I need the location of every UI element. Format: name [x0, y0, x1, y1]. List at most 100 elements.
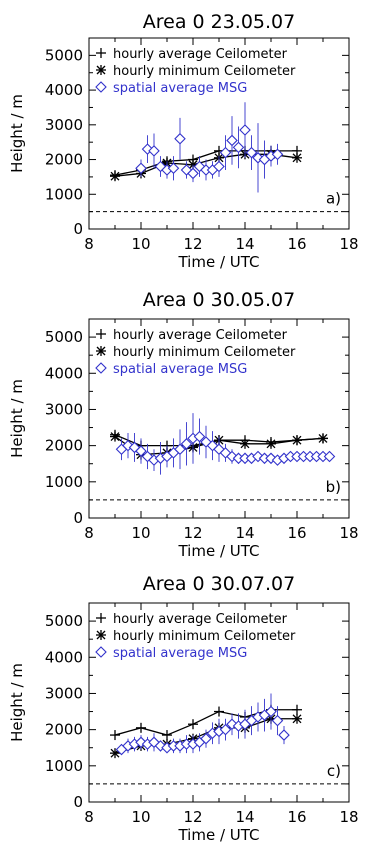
data-point	[271, 148, 284, 161]
x-tick-label: 10	[131, 235, 150, 253]
y-tick-label: 1000	[45, 185, 83, 203]
y-tick-label: 5000	[45, 46, 83, 64]
data-point	[265, 705, 277, 718]
y-tick-label: 4000	[45, 364, 83, 382]
x-tick-label: 18	[339, 235, 358, 253]
legend-marker	[96, 613, 106, 623]
legend-entry: hourly minimum Ceilometer	[113, 629, 296, 644]
x-tick-label: 18	[339, 524, 358, 542]
x-tick-label: 8	[84, 235, 94, 253]
legend-entry: hourly average Ceilometer	[113, 612, 288, 627]
data-point	[292, 713, 302, 724]
y-tick-label: 2000	[45, 721, 83, 739]
y-tick-label: 0	[73, 509, 83, 527]
data-point	[239, 124, 251, 136]
data-point	[318, 433, 328, 444]
data-point	[271, 714, 284, 727]
data-point	[193, 430, 206, 443]
data-point	[245, 146, 258, 159]
legend-marker	[95, 81, 107, 93]
data-point	[148, 145, 160, 157]
y-tick-label: 4000	[45, 81, 83, 99]
x-tick-label: 16	[287, 235, 306, 253]
data-point	[292, 704, 302, 715]
data-point	[174, 443, 186, 456]
y-tick-label: 1000	[45, 473, 83, 491]
legend-entry: spatial average MSG	[113, 646, 247, 661]
data-point	[219, 146, 232, 159]
series-diamond	[115, 693, 290, 756]
y-axis-label: Height / m	[8, 94, 26, 173]
x-tick-label: 12	[183, 524, 202, 542]
legend-entry: hourly minimum Ceilometer	[113, 345, 296, 360]
data-point	[292, 152, 302, 163]
y-tick-label: 2000	[45, 151, 83, 169]
series-diamond	[135, 102, 284, 193]
data-point	[162, 730, 172, 741]
data-point	[266, 438, 276, 449]
legend-marker	[95, 362, 107, 374]
data-point	[278, 729, 290, 741]
data-point	[323, 450, 336, 463]
y-axis-label: Height / m	[8, 663, 26, 742]
legend: hourly average Ceilometer hourly minimum …	[95, 612, 296, 661]
data-point	[110, 171, 120, 182]
data-point	[187, 167, 199, 180]
data-point	[174, 132, 186, 145]
legend-entry: spatial average MSG	[113, 362, 247, 377]
x-tick-label: 16	[287, 808, 306, 826]
y-tick-label: 5000	[45, 612, 83, 630]
legend-entry: spatial average MSG	[113, 81, 247, 96]
x-axis-label: Time / UTC	[177, 253, 259, 271]
panel-label: b)	[326, 478, 341, 496]
data-point	[135, 162, 147, 175]
x-tick-label: 12	[183, 235, 202, 253]
data-point	[110, 730, 120, 741]
data-point	[200, 732, 212, 745]
chart-panel-1: Area 0 23.05.07 8 10 12 14 16 18 0 1000 2000 3000 4…	[8, 11, 359, 271]
legend-entry: hourly average Ceilometer	[113, 328, 288, 343]
x-tick-label: 10	[131, 524, 150, 542]
y-tick-label: 3000	[45, 400, 83, 418]
x-tick-label: 14	[235, 524, 254, 542]
legend-marker	[96, 48, 106, 58]
x-tick-label: 14	[235, 808, 254, 826]
data-point	[110, 431, 120, 442]
panel-label: a)	[326, 190, 341, 208]
data-point	[167, 162, 180, 175]
series-diamond	[115, 413, 336, 475]
y-tick-label: 0	[73, 793, 83, 811]
data-point	[292, 435, 302, 446]
y-tick-label: 4000	[45, 648, 83, 666]
y-tick-label: 2000	[45, 437, 83, 455]
legend: hourly average Ceilometer hourly minimum …	[95, 47, 296, 96]
legend-marker	[96, 630, 106, 640]
legend: hourly average Ceilometer hourly minimum …	[95, 328, 296, 377]
x-tick-label: 8	[84, 808, 94, 826]
legend-marker	[96, 329, 106, 339]
data-point	[136, 722, 146, 733]
legend-marker	[95, 646, 107, 658]
data-point	[213, 160, 225, 173]
x-tick-label: 16	[287, 524, 306, 542]
x-axis-label: Time / UTC	[177, 826, 259, 844]
chart-title: Area 0 23.05.07	[143, 11, 296, 33]
y-tick-label: 3000	[45, 684, 83, 702]
y-tick-label: 5000	[45, 328, 83, 346]
x-axis-label: Time / UTC	[177, 542, 259, 560]
y-axis-label: Height / m	[8, 379, 26, 458]
chart-panel-2: Area 0 30.05.07 8 10 12 14 16 18 0 1000 2000 3000 4…	[8, 289, 359, 560]
chart-panel-3: Area 0 30.07.07 8 10 12 14 16 18 0 1000 2000 3000 4…	[8, 573, 359, 844]
data-point	[226, 134, 238, 147]
data-point	[232, 141, 245, 154]
y-tick-label: 0	[73, 220, 83, 238]
y-tick-label: 3000	[45, 116, 83, 134]
x-tick-label: 18	[339, 808, 358, 826]
data-point	[188, 719, 198, 730]
x-tick-label: 14	[235, 235, 254, 253]
data-point	[214, 706, 224, 717]
legend-marker	[96, 346, 106, 356]
data-point	[135, 445, 147, 457]
chart-title: Area 0 30.07.07	[143, 573, 296, 595]
